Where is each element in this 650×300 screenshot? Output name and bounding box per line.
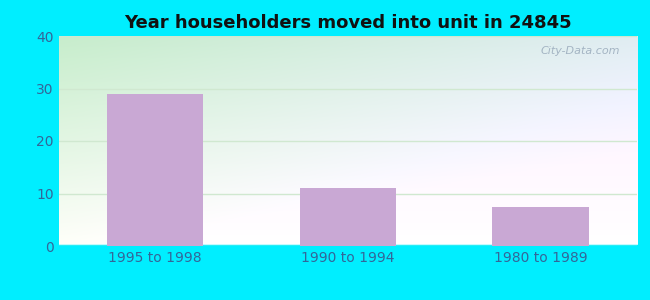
Text: City-Data.com: City-Data.com: [540, 46, 619, 56]
Bar: [107, 94, 203, 246]
Title: Year householders moved into unit in 24845: Year householders moved into unit in 248…: [124, 14, 571, 32]
Bar: [300, 188, 396, 246]
Bar: [493, 207, 589, 246]
